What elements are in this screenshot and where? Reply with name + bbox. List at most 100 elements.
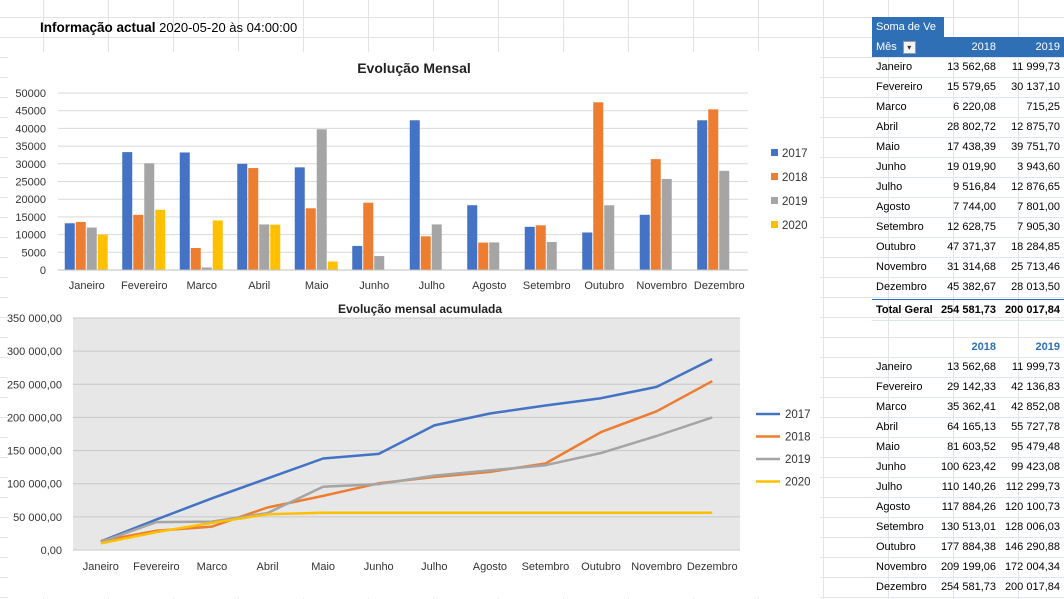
bar-2017-agosto xyxy=(467,205,478,270)
filter-sort-icon[interactable]: ▾ xyxy=(902,40,916,54)
pivot-value-2019: 25 713,46 xyxy=(1011,261,1060,273)
cumulative-month-label: Abril xyxy=(876,421,899,433)
cumulative-row[interactable]: Agosto 117 884,26 120 100,73 xyxy=(872,497,1064,518)
pivot-value-2018: 47 371,37 xyxy=(947,241,996,253)
cumulative-value-2019: 120 100,73 xyxy=(1004,501,1060,513)
bar-x-tick: Abril xyxy=(248,280,270,292)
cumulative-value-2018: 177 884,38 xyxy=(940,541,996,553)
bar-2018-julho xyxy=(420,236,431,270)
bar-x-tick: Marco xyxy=(186,280,217,292)
cumulative-value-2019: 200 017,84 xyxy=(1004,581,1060,593)
bar-x-tick: Janeiro xyxy=(69,280,105,292)
pivot-row[interactable]: Dezembro 45 382,67 28 013,50 xyxy=(872,277,1064,298)
cumulative-row[interactable]: Setembro 130 513,01 128 006,03 xyxy=(872,517,1064,538)
pivot-month-label: Setembro xyxy=(876,221,924,233)
cumulative-value-2019: 146 290,88 xyxy=(1004,541,1060,553)
pivot-row[interactable]: Junho 19 019,90 3 943,60 xyxy=(872,157,1064,178)
pivot-month-label: Julho xyxy=(876,181,903,193)
cumulative-value-2019: 99 423,08 xyxy=(1011,461,1060,473)
cumulative-month-label: Marco xyxy=(876,401,907,413)
cumulative-value-2019: 42 852,08 xyxy=(1011,401,1060,413)
pivot-value-2018: 13 562,68 xyxy=(947,61,996,73)
bar-legend-swatch-2017 xyxy=(771,149,778,156)
cumulative-row[interactable]: Junho 100 623,42 99 423,08 xyxy=(872,457,1064,478)
cumulative-row[interactable]: Maio 81 603,52 95 479,48 xyxy=(872,437,1064,458)
cumulative-row[interactable]: Fevereiro 29 142,33 42 136,83 xyxy=(872,377,1064,398)
cumulative-row[interactable]: Marco 35 362,41 42 852,08 xyxy=(872,397,1064,418)
pivot-month-label: Abril xyxy=(876,121,899,133)
pivot-row[interactable]: Agosto 7 744,00 7 801,00 xyxy=(872,197,1064,218)
pivot-row[interactable]: Fevereiro 15 579,65 30 137,10 xyxy=(872,77,1064,98)
pivot-row[interactable]: Setembro 12 628,75 7 905,30 xyxy=(872,217,1064,238)
pivot-col-header: Mês ▾ xyxy=(876,37,946,57)
cumulative-row[interactable]: Janeiro 13 562,68 11 999,73 xyxy=(872,357,1064,378)
bar-x-tick: Setembro xyxy=(523,280,571,292)
pivot-value-2018: 7 744,00 xyxy=(953,201,996,213)
bar-2019-abril xyxy=(259,224,270,270)
pivot-row[interactable]: Maio 17 438,39 39 751,70 xyxy=(872,137,1064,158)
line-legend-label-2018: 2018 xyxy=(785,432,811,444)
pivot-header-row: Mês ▾ 2018 2019 xyxy=(872,37,1064,58)
line-y-tick: 200 000,00 xyxy=(7,412,62,424)
bar-chart-title: Evolução Mensal xyxy=(357,60,471,76)
pivot-total-2019: 200 017,84 xyxy=(1004,304,1060,316)
line-series-2019 xyxy=(100,416,713,544)
cumulative-value-2019: 172 004,34 xyxy=(1004,561,1060,573)
pivot-month-label: Marco xyxy=(876,101,907,113)
bar-legend-label-2020: 2020 xyxy=(782,220,808,232)
pivot-row[interactable]: Janeiro 13 562,68 11 999,73 xyxy=(872,57,1064,78)
bar-2017-outubro xyxy=(582,232,593,270)
bar-2019-junho xyxy=(374,256,385,270)
cumulative-month-label: Janeiro xyxy=(876,361,913,373)
bar-2017-marco xyxy=(179,152,190,270)
cumulative-year-header: 2019 xyxy=(1035,341,1060,353)
cumulative-row[interactable]: Abril 64 165,13 55 727,78 xyxy=(872,417,1064,438)
pivot-row[interactable]: Julho 9 516,84 12 876,65 xyxy=(872,177,1064,198)
bar-y-tick: 50000 xyxy=(15,88,46,100)
line-y-tick: 0,00 xyxy=(41,545,62,557)
line-x-tick: Junho xyxy=(364,561,394,573)
cumulative-value-2018: 254 581,73 xyxy=(940,581,996,593)
pivot-year-header: 2019 xyxy=(1035,41,1060,53)
line-legend-label-2020: 2020 xyxy=(785,477,811,489)
bar-x-tick: Julho xyxy=(419,280,445,292)
line-x-tick: Marco xyxy=(197,561,228,573)
pivot-row[interactable]: Novembro 31 314,68 25 713,46 xyxy=(872,257,1064,278)
line-series-2020 xyxy=(100,511,713,545)
bar-legend-swatch-2020 xyxy=(771,221,778,228)
bar-y-tick: 25000 xyxy=(15,177,46,189)
bar-2018-abril xyxy=(248,168,259,270)
cumulative-row[interactable]: Julho 110 140,26 112 299,73 xyxy=(872,477,1064,498)
cumulative-row[interactable]: Novembro 209 199,06 172 004,34 xyxy=(872,557,1064,578)
bar-x-tick: Agosto xyxy=(472,280,506,292)
pivot-title[interactable]: Soma de Ve xyxy=(872,17,944,37)
line-x-tick: Novembro xyxy=(631,561,682,573)
bar-x-tick: Outubro xyxy=(584,280,624,292)
pivot-row[interactable]: Abril 28 802,72 12 875,70 xyxy=(872,117,1064,138)
pivot-month-label: Junho xyxy=(876,161,906,173)
bar-2019-outubro xyxy=(604,205,615,270)
cumulative-value-2018: 100 623,42 xyxy=(940,461,996,473)
bar-2020-marco xyxy=(212,220,223,270)
line-legend-label-2019: 2019 xyxy=(785,454,811,466)
pivot-row[interactable]: Outubro 47 371,37 18 284,85 xyxy=(872,237,1064,258)
cumulative-year-header: 2018 xyxy=(971,341,996,353)
cumulative-row[interactable]: Dezembro 254 581,73 200 017,84 xyxy=(872,577,1064,598)
pivot-value-2019: 12 876,65 xyxy=(1011,181,1060,193)
pivot-total-row[interactable]: Total Geral 254 581,73 200 017,84 xyxy=(872,299,1064,321)
pivot-month-label: Janeiro xyxy=(876,61,913,73)
cumulative-month-label: Junho xyxy=(876,461,906,473)
pivot-row[interactable]: Marco 6 220,08 715,25 xyxy=(872,97,1064,118)
bar-2018-junho xyxy=(363,202,374,270)
bar-2017-junho xyxy=(352,245,363,270)
info-label: Informação actual xyxy=(40,20,156,35)
bar-legend-label-2017: 2017 xyxy=(782,148,808,160)
bar-y-tick: 20000 xyxy=(15,194,46,206)
pivot-value-2018: 12 628,75 xyxy=(947,221,996,233)
cumulative-row[interactable]: Outubro 177 884,38 146 290,88 xyxy=(872,537,1064,558)
pivot-value-2018: 31 314,68 xyxy=(947,261,996,273)
pivot-value-2019: 7 801,00 xyxy=(1017,201,1060,213)
cumulative-value-2019: 11 999,73 xyxy=(1011,361,1060,373)
cumulative-value-2019: 95 479,48 xyxy=(1011,441,1060,453)
